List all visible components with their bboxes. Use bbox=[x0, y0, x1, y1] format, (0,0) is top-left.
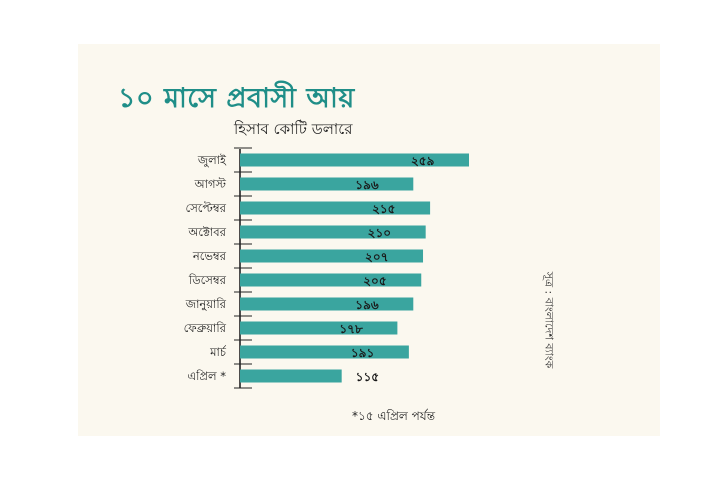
value-label: ১৯১ bbox=[351, 346, 374, 360]
value-label: ২০৭ bbox=[365, 250, 388, 264]
footnote: *১৫ এপ্রিল পর্যন্ত bbox=[352, 409, 435, 423]
value-label: ১৯৬ bbox=[355, 298, 379, 312]
category-label: ফেব্রুয়ারি bbox=[184, 321, 227, 335]
category-label: মার্চ bbox=[209, 345, 227, 359]
category-label: জানুয়ারি bbox=[185, 297, 227, 312]
bar bbox=[240, 369, 342, 383]
category-label: ডিসেম্বর bbox=[188, 273, 227, 287]
category-label: এপ্রিল * bbox=[187, 369, 226, 383]
bar bbox=[240, 177, 414, 191]
category-label: আগস্ট bbox=[194, 177, 228, 191]
bar bbox=[240, 225, 426, 239]
bar bbox=[240, 297, 414, 311]
category-label: জুলাই bbox=[197, 153, 227, 168]
value-label: ১১৫ bbox=[356, 370, 380, 384]
bar bbox=[240, 345, 409, 359]
bar bbox=[240, 249, 424, 263]
value-label: ২৫৯ bbox=[411, 154, 435, 168]
bar bbox=[240, 153, 469, 167]
bar bbox=[240, 273, 422, 287]
value-label: ২১৫ bbox=[372, 202, 396, 216]
chart-title: ১০ মাসে প্রবাসী আয় bbox=[118, 83, 355, 114]
value-label: ১৭৮ bbox=[339, 322, 363, 336]
value-label: ২০৫ bbox=[363, 274, 387, 288]
chart-panel bbox=[78, 44, 660, 436]
category-label: নভেম্বর bbox=[192, 249, 227, 263]
value-label: ২১০ bbox=[368, 226, 391, 240]
chart-subtitle: হিসাব কোটি ডলারে bbox=[234, 120, 353, 138]
bar bbox=[240, 321, 398, 335]
source-note: সূত্র : বাংলাদেশ ব্যাংক bbox=[542, 271, 556, 369]
bar bbox=[240, 201, 431, 215]
value-label: ১৯৬ bbox=[355, 178, 379, 192]
category-label: অক্টোবর bbox=[187, 225, 226, 239]
category-label: সেপ্টেম্বর bbox=[186, 201, 227, 215]
